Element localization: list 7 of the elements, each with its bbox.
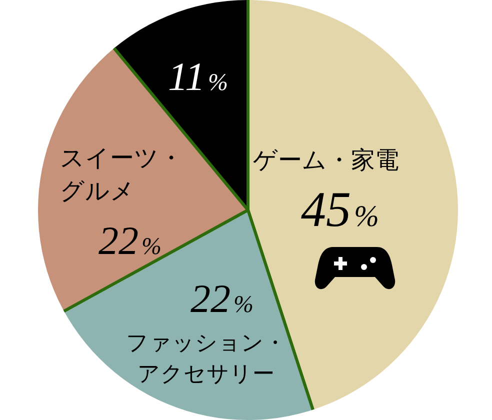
data-label: 11% — [168, 54, 228, 99]
slice-label: スイーツ・グルメ — [60, 146, 183, 205]
slice-label: ゲーム・家電 — [253, 147, 399, 174]
data-label: 22% — [190, 276, 254, 321]
slice-label: ファッション・アクセサリー — [126, 330, 286, 386]
data-label: 22% — [98, 218, 162, 263]
data-label: 45% — [301, 181, 379, 237]
